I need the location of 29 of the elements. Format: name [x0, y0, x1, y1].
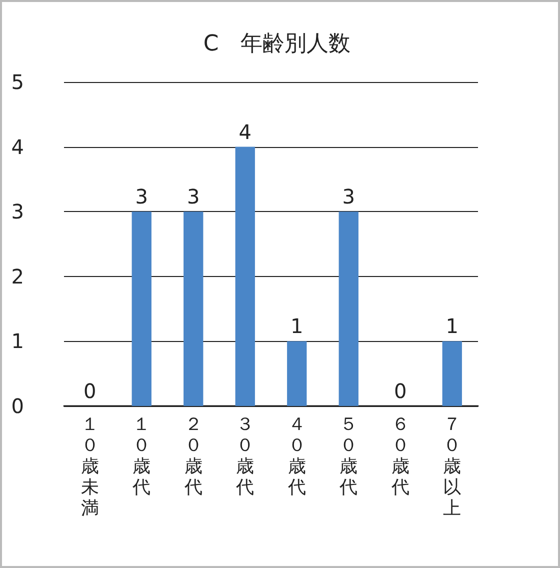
- y-tick-label: 2: [11, 264, 24, 288]
- data-label: 3: [342, 184, 355, 209]
- data-label: 0: [84, 379, 96, 403]
- bar: [442, 341, 462, 406]
- y-tick-label: 5: [11, 70, 24, 94]
- x-tick-label: ５０歳代: [338, 414, 358, 498]
- y-tick-label: 4: [11, 134, 24, 159]
- chart-title: C 年齢別人数: [203, 32, 351, 56]
- data-label: 4: [238, 120, 252, 144]
- x-tick-label: ２０歳代: [183, 414, 202, 498]
- data-label: 3: [135, 184, 148, 209]
- y-tick-label: 3: [11, 200, 24, 224]
- bar: [338, 212, 358, 406]
- bar: [287, 341, 307, 406]
- x-tick-label: ３０歳代: [235, 414, 254, 498]
- data-label: 1: [446, 314, 458, 338]
- y-tick-label: 1: [11, 329, 24, 354]
- bar: [184, 212, 204, 406]
- x-tick-label: １０歳未満: [80, 414, 99, 519]
- x-tick-label: １０歳代: [132, 414, 151, 498]
- data-label: 0: [394, 379, 407, 403]
- data-label: 3: [187, 184, 200, 209]
- x-tick-label: ６０歳代: [390, 414, 410, 498]
- x-tick-label: ７０歳以上: [443, 414, 462, 519]
- y-tick-label: 0: [11, 394, 24, 418]
- data-label: 1: [290, 314, 304, 338]
- bar: [132, 212, 152, 406]
- x-tick-label: ４０歳代: [286, 414, 306, 498]
- bar: [235, 146, 255, 406]
